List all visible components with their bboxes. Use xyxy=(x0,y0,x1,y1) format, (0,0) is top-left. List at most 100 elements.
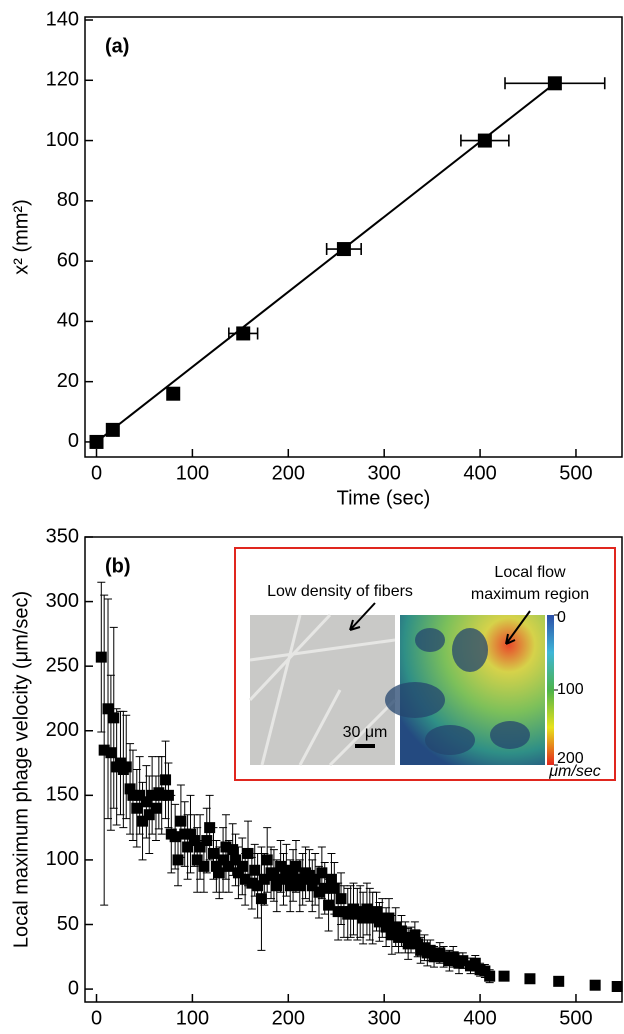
point xyxy=(227,844,239,856)
point xyxy=(236,860,248,872)
x-axis-label: Time (sec) xyxy=(337,487,431,509)
point xyxy=(175,815,187,827)
point xyxy=(294,880,306,892)
point xyxy=(217,854,229,866)
x-tick-label: 0 xyxy=(91,1007,102,1029)
point xyxy=(383,912,395,924)
point xyxy=(399,931,411,943)
point xyxy=(336,242,351,257)
x-tick-label: 300 xyxy=(367,1007,400,1029)
point xyxy=(236,326,251,341)
fiber xyxy=(328,698,397,767)
point xyxy=(223,860,235,872)
point xyxy=(201,835,213,847)
point xyxy=(386,929,398,941)
x-tick-label: 300 xyxy=(367,462,400,484)
point xyxy=(524,973,536,985)
point xyxy=(611,981,623,992)
point xyxy=(409,929,421,941)
point xyxy=(249,864,261,876)
point xyxy=(143,809,155,821)
flow-dark-region xyxy=(452,628,488,672)
point xyxy=(242,847,254,859)
point xyxy=(393,931,405,943)
point xyxy=(105,422,120,437)
point xyxy=(166,386,181,401)
point xyxy=(134,789,146,801)
point xyxy=(137,815,149,827)
x-tick-label: 0 xyxy=(91,462,102,484)
point xyxy=(239,873,251,885)
flow-dark-region xyxy=(490,721,530,749)
point xyxy=(198,860,210,872)
y-tick-label: 60 xyxy=(57,249,79,271)
x-tick-label: 200 xyxy=(272,462,305,484)
point xyxy=(146,789,158,801)
colorbar-tick-label: 200 xyxy=(557,750,584,767)
x-tick-label: 100 xyxy=(176,1007,209,1029)
y-tick-label: 150 xyxy=(46,784,79,806)
point xyxy=(313,886,325,898)
point xyxy=(395,925,407,937)
point xyxy=(284,880,296,892)
flow-dark-region xyxy=(385,682,445,718)
point xyxy=(325,873,337,885)
inset-left-label: Low density of fibers xyxy=(267,583,413,600)
y-tick-label: 100 xyxy=(46,129,79,151)
fiber xyxy=(260,614,302,766)
point xyxy=(255,893,267,905)
point xyxy=(127,789,139,801)
point xyxy=(371,906,383,918)
point xyxy=(102,703,114,715)
point xyxy=(428,951,440,963)
point xyxy=(156,789,168,801)
point xyxy=(140,796,152,808)
scale-bar-label: 30 μm xyxy=(343,724,388,741)
point xyxy=(367,912,379,924)
y-tick-label: 300 xyxy=(46,590,79,612)
point xyxy=(319,882,331,894)
y-axis-label: Local maximum phage velocity (μm/sec) xyxy=(10,591,32,948)
fiber xyxy=(298,689,342,766)
point xyxy=(277,873,289,885)
point xyxy=(553,975,565,987)
flow-dark-region xyxy=(425,725,475,755)
x-tick-label: 400 xyxy=(463,462,496,484)
point xyxy=(438,951,450,963)
inset-right-label: maximum region xyxy=(471,586,589,603)
point xyxy=(306,880,318,892)
point xyxy=(354,906,366,918)
point xyxy=(89,434,104,449)
point xyxy=(280,864,292,876)
y-tick-label: 40 xyxy=(57,310,79,332)
point xyxy=(114,757,126,769)
point xyxy=(477,133,492,148)
y-tick-label: 350 xyxy=(46,525,79,547)
x-tick-label: 400 xyxy=(463,1007,496,1029)
y-tick-label: 100 xyxy=(46,848,79,870)
point xyxy=(412,938,424,950)
point xyxy=(150,802,162,814)
panel-label: (a) xyxy=(105,35,129,57)
point xyxy=(258,873,270,885)
y-tick-label: 20 xyxy=(57,370,79,392)
point xyxy=(98,744,110,756)
point xyxy=(220,841,232,853)
point xyxy=(182,841,194,853)
point xyxy=(184,828,196,840)
point xyxy=(316,867,328,879)
point xyxy=(332,906,344,918)
point xyxy=(335,893,347,905)
y-axis-label: x² (mm²) xyxy=(10,199,32,275)
colorbar-unit: μm/sec xyxy=(548,763,600,780)
colorbar-tick-label: 100 xyxy=(557,681,584,698)
point xyxy=(328,882,340,894)
point xyxy=(194,841,206,853)
point xyxy=(290,860,302,872)
x-tick-label: 500 xyxy=(559,1007,592,1029)
point xyxy=(246,877,258,889)
point xyxy=(547,76,562,91)
point xyxy=(271,880,283,892)
